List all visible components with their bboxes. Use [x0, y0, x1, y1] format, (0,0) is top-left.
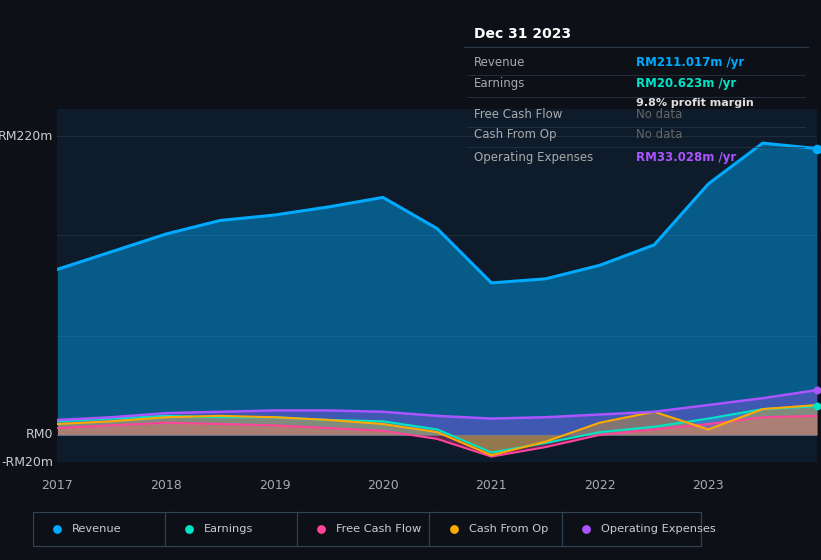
FancyBboxPatch shape [165, 512, 305, 546]
Text: 2018: 2018 [150, 479, 181, 492]
Text: 2020: 2020 [367, 479, 399, 492]
Text: Free Cash Flow: Free Cash Flow [337, 524, 422, 534]
Text: Revenue: Revenue [72, 524, 122, 534]
FancyBboxPatch shape [297, 512, 437, 546]
Point [810, 144, 821, 153]
Point [314, 525, 328, 534]
Text: Free Cash Flow: Free Cash Flow [475, 108, 562, 121]
FancyBboxPatch shape [562, 512, 701, 546]
Text: Cash From Op: Cash From Op [469, 524, 548, 534]
FancyBboxPatch shape [33, 512, 172, 546]
Text: Earnings: Earnings [475, 77, 525, 91]
Point [579, 525, 592, 534]
FancyBboxPatch shape [429, 512, 569, 546]
Point [810, 402, 821, 411]
Text: No data: No data [636, 128, 682, 141]
Point [50, 525, 63, 534]
Text: Cash From Op: Cash From Op [475, 128, 557, 141]
Point [447, 525, 460, 534]
Text: Revenue: Revenue [475, 55, 525, 69]
Text: 2021: 2021 [475, 479, 507, 492]
Point [810, 386, 821, 395]
Text: -RM20m: -RM20m [2, 455, 53, 469]
Text: Dec 31 2023: Dec 31 2023 [475, 27, 571, 41]
Text: Earnings: Earnings [204, 524, 254, 534]
Point [182, 525, 195, 534]
Text: RM220m: RM220m [0, 130, 53, 143]
Text: 2017: 2017 [42, 479, 73, 492]
Text: 2022: 2022 [584, 479, 616, 492]
Text: RM20.623m /yr: RM20.623m /yr [636, 77, 736, 91]
Text: RM33.028m /yr: RM33.028m /yr [636, 151, 736, 165]
Text: 9.8% profit margin: 9.8% profit margin [636, 99, 754, 108]
Text: RM0: RM0 [26, 428, 53, 441]
Text: No data: No data [636, 108, 682, 121]
Text: Operating Expenses: Operating Expenses [601, 524, 716, 534]
Text: 2019: 2019 [259, 479, 291, 492]
Text: Operating Expenses: Operating Expenses [475, 151, 594, 165]
Text: 2023: 2023 [693, 479, 724, 492]
Text: RM211.017m /yr: RM211.017m /yr [636, 55, 745, 69]
